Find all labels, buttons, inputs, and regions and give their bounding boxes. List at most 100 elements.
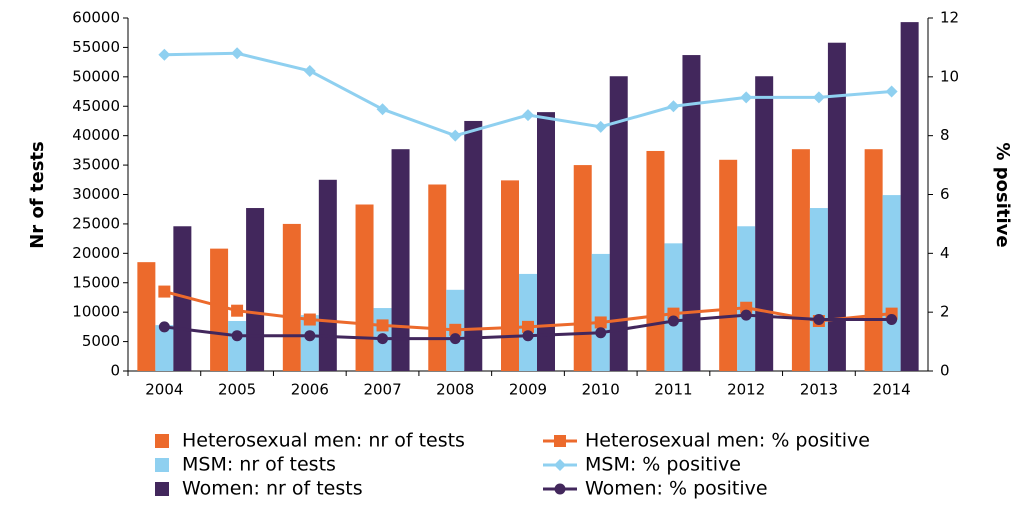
marker [449,323,462,336]
marker [522,109,534,122]
marker [158,285,171,298]
bar [882,195,901,371]
marker [231,330,243,342]
y-tick-label: 20000 [72,244,120,262]
y2-tick-label: 12 [940,9,959,27]
bar [809,208,828,371]
y-tick-label: 45000 [72,97,120,115]
y2-tick-label: 0 [940,362,950,380]
bar [501,180,519,371]
marker [812,91,825,104]
legend-label: Heterosexual men: nr of tests [182,430,465,452]
bar [573,165,592,371]
marker [522,320,534,333]
bar [900,22,919,371]
marker [554,483,566,495]
bar [155,325,174,371]
y2-tick-label: 10 [940,67,959,85]
marker [740,309,752,321]
marker [303,313,316,326]
y-tick-label: 25000 [72,214,120,232]
y-tick-label: 35000 [72,156,120,174]
marker [554,435,566,447]
bar [537,112,555,371]
marker [231,304,244,317]
legend-swatch [155,434,169,448]
bar [646,150,665,371]
marker [667,315,679,327]
bar [246,208,265,371]
bar [664,243,683,371]
x-tick-label: 2009 [509,381,547,399]
marker [377,333,389,345]
marker [231,47,244,60]
marker [158,48,171,61]
marker [594,316,607,329]
marker [554,459,566,471]
x-tick-label: 2004 [145,381,183,399]
bar [791,149,810,371]
y2-tick-label: 6 [940,185,950,203]
legend-swatch [155,482,169,496]
bar [737,226,756,371]
y2-tick-label: 4 [940,244,950,262]
y-tick-label: 50000 [72,67,120,85]
x-tick-label: 2014 [873,381,911,399]
x-tick-label: 2007 [363,381,401,399]
x-tick-label: 2013 [800,381,838,399]
x-tick-label: 2012 [727,381,765,399]
y-tick-label: 60000 [72,9,120,27]
legend-label: Women: nr of tests [182,478,363,500]
marker [376,103,389,116]
bar [591,253,610,371]
marker [376,319,389,332]
marker [304,330,316,342]
marker [813,314,825,326]
marker [595,327,607,339]
bar [300,315,319,371]
y-tick-label: 0 [110,362,120,380]
marker [667,100,680,113]
y-tick-label: 10000 [72,303,120,321]
y2-tick-label: 2 [940,303,950,321]
legend-label: Women: % positive [585,478,768,500]
bar [719,159,738,371]
bar [318,179,337,371]
legend-label: Heterosexual men: % positive [585,430,870,452]
y-tick-label: 5000 [82,332,120,350]
marker [740,91,753,104]
bar [428,184,447,371]
y2-tick-label: 8 [940,126,950,144]
marker [522,330,534,342]
bar [391,149,410,371]
bar [137,262,156,371]
legend-label: MSM: % positive [585,454,741,476]
x-tick-label: 2008 [436,381,474,399]
x-tick-label: 2005 [218,381,256,399]
bar [355,204,374,371]
bar [282,223,301,371]
y-tick-label: 30000 [72,185,120,203]
y-axis-title: Nr of tests [27,141,48,249]
legend-swatch [155,458,169,472]
x-tick-label: 2010 [582,381,620,399]
marker [303,64,316,77]
bar [682,55,701,371]
marker [449,333,461,345]
legend-label: MSM: nr of tests [182,454,336,476]
marker [158,321,170,333]
bar [827,42,846,372]
x-tick-label: 2011 [654,381,692,399]
marker [886,314,898,326]
y-tick-label: 55000 [72,38,120,56]
x-tick-label: 2006 [291,381,329,399]
marker [594,120,607,133]
bar [864,149,883,371]
bar [609,76,628,372]
marker [449,129,462,142]
bar [173,226,192,371]
bar [464,120,483,371]
marker [885,85,898,98]
bar [755,76,774,372]
